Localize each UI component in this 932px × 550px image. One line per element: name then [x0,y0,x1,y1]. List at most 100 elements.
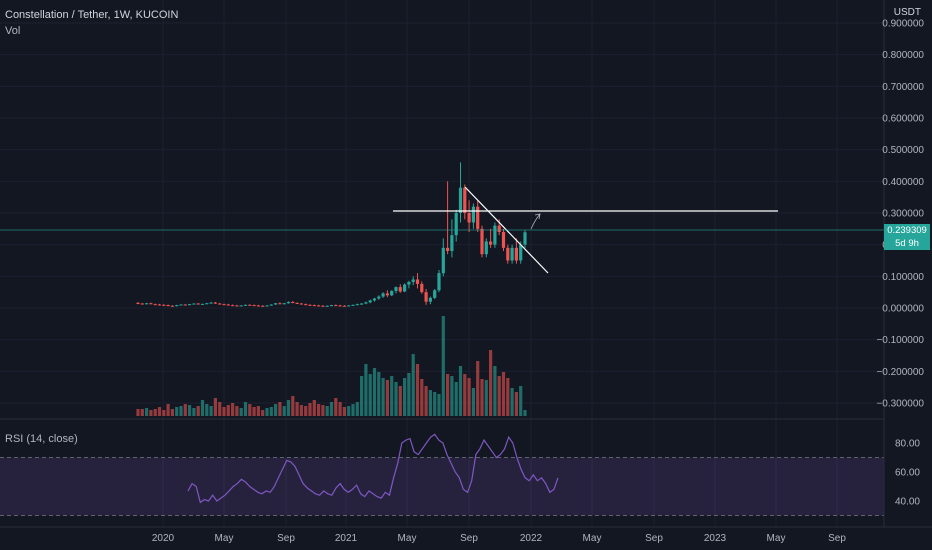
candle-body [364,302,368,304]
candle-body [200,303,205,305]
candle-body [175,305,179,307]
volume-bar [248,404,252,416]
candle-body [149,303,153,305]
volume-bar [317,404,321,416]
volume-bar [265,408,269,416]
volume-bar [514,392,518,416]
candle-body [231,305,235,307]
volume-label[interactable]: Vol [5,25,21,37]
volume-bar [329,402,334,416]
candle-body [519,244,523,261]
candle-body [510,247,514,261]
price-tick-label: −0.300000 [876,399,924,410]
candle-body [282,303,286,305]
rsi-label[interactable]: RSI (14, close) [5,433,78,445]
volume-bar [136,409,140,416]
volume-bar [385,380,389,416]
candle-body [497,225,501,232]
volume-bar [360,376,364,416]
volume-bar [450,376,454,416]
volume-bar [394,382,398,416]
volume-bar [458,366,463,416]
time-tick-label: May [767,533,786,544]
candle-body [170,305,174,307]
volume-bar [476,361,480,416]
candle-body [317,305,321,307]
price-tick-label: 0.500000 [882,145,924,156]
candle-body [420,283,424,293]
candle-body [347,305,351,307]
candle-body [153,304,157,306]
currency-unit[interactable]: USDT [890,6,924,19]
candle-body [278,303,282,305]
volume-bar [428,390,432,416]
candle-body [261,305,265,307]
candle-body [484,241,488,255]
time-tick-label: 2023 [704,533,727,544]
volume-bar [269,407,273,416]
volume-bar [286,400,291,416]
time-tick-label: Sep [460,533,478,544]
candle-body [523,232,527,245]
volume-bar [278,402,282,416]
candle-body [415,279,420,284]
volume-bar [471,388,475,416]
candle-body [286,301,291,304]
symbol-title[interactable]: Constellation / Tether, 1W, KUCOIN [5,9,179,21]
volume-bar [489,350,493,416]
candle-body [514,247,518,261]
projection-arrow[interactable] [530,213,541,230]
candle-body [192,303,196,305]
time-tick-label: 2022 [520,533,543,544]
candle-body [480,228,484,255]
candle-body [222,304,226,306]
rsi-pane[interactable] [0,433,884,516]
price-tick-label: 0.900000 [882,19,924,30]
candle-body [157,304,162,306]
volume-bar [282,406,286,416]
time-axis[interactable]: 2020 May Sep 2021 May Sep 2022 May Sep 2023 May Sep [152,533,846,544]
price-tick-label: 0.800000 [882,50,924,61]
volume-bar [501,372,506,416]
volume-bar [372,368,377,416]
candle-body [441,247,445,274]
volume-bar [222,407,226,416]
candle-body [140,303,144,305]
volume-bar [239,408,243,416]
volume-bar [205,404,209,416]
candle-body [428,297,432,302]
volume-bar [355,402,359,416]
volume-bar [196,406,200,416]
volume-bar [183,404,187,416]
price-tick-label: −0.100000 [876,335,924,346]
volume-bar [441,316,445,416]
candle-body [458,187,463,213]
volume-bars [136,316,527,416]
volume-bar [170,409,174,416]
rsi-band [0,457,884,516]
candle-body [446,247,450,251]
bar-countdown: 5d 9h [884,237,930,250]
rsi-tick-label: 80.00 [895,439,920,450]
volume-bar [523,410,527,416]
candle-body [213,302,217,304]
candle-body [205,303,209,305]
volume-bar [153,409,157,416]
candle-body [183,304,187,306]
volume-bar [484,380,488,416]
time-tick-label: 2020 [152,533,175,544]
candle-body [166,305,170,307]
candle-body [424,292,428,302]
volume-bar [411,354,415,416]
volume-bar [179,406,183,416]
price-tick-label: 0.000000 [882,304,924,315]
rsi-tick-label: 40.00 [895,497,920,508]
rsi-axis[interactable]: 80.00 60.00 40.00 [895,439,920,508]
volume-bar [420,379,424,416]
volume-bar [381,378,385,416]
time-tick-label: Sep [645,533,663,544]
volume-bar [261,410,265,416]
candle-body [325,305,329,307]
volume-bar [510,388,514,416]
